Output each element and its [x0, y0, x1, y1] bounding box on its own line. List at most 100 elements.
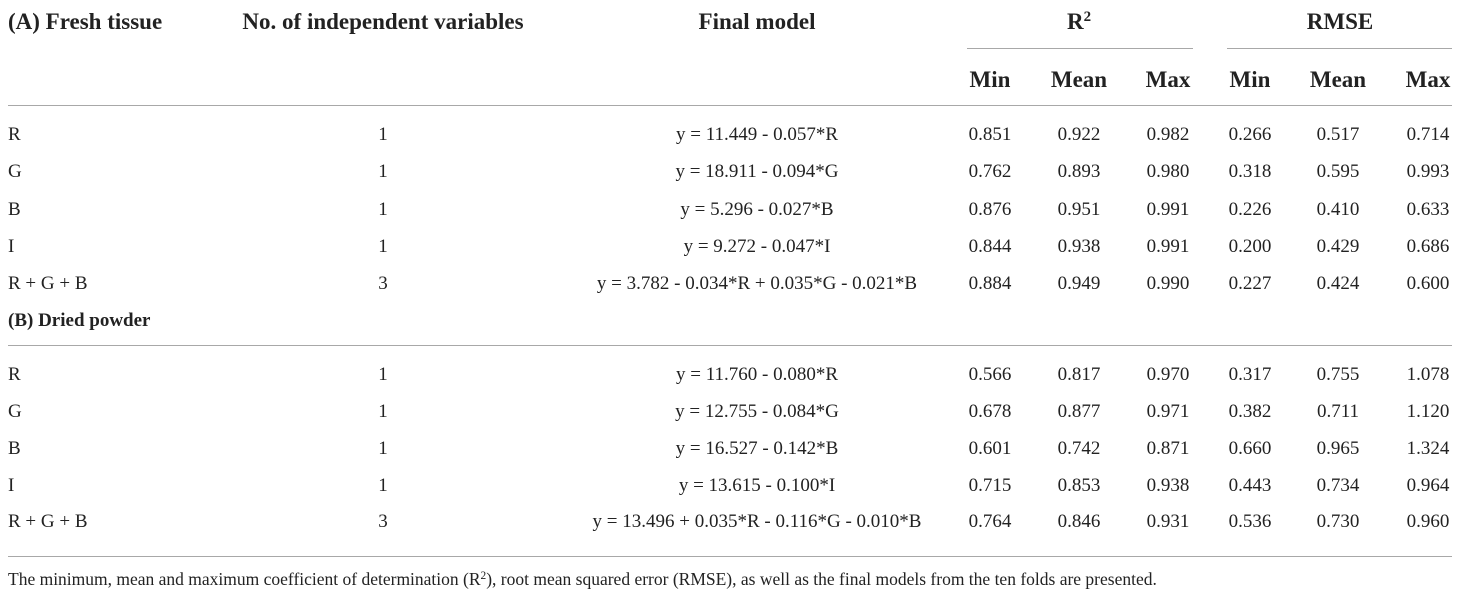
cell: 0.851 — [968, 124, 1012, 145]
cell: 1 — [378, 438, 388, 459]
column-header: No. of independent variables — [242, 9, 524, 34]
cell: 1.120 — [1406, 401, 1450, 422]
cell: 0.601 — [968, 438, 1012, 459]
cell: y = 12.755 - 0.084*G — [675, 401, 839, 422]
cell: 0.566 — [968, 364, 1012, 385]
cell: 0.742 — [1057, 438, 1101, 459]
cell: 0.990 — [1146, 273, 1190, 294]
cell: 0.517 — [1316, 124, 1360, 145]
sub-header: Max — [1405, 67, 1451, 92]
cell: 0.318 — [1228, 161, 1272, 182]
cell: 0.200 — [1228, 236, 1272, 257]
sub-header: Max — [1145, 67, 1191, 92]
cell: 0.844 — [968, 236, 1012, 257]
cell: 0.964 — [1406, 475, 1450, 496]
row-label: R + G + B — [8, 273, 88, 294]
rule — [8, 345, 1452, 346]
cell: 1 — [378, 236, 388, 257]
cell: 0.938 — [1146, 475, 1190, 496]
cell: 0.711 — [1316, 401, 1360, 422]
cell: 0.853 — [1057, 475, 1101, 496]
cell: 3 — [378, 273, 388, 294]
cell: 0.762 — [968, 161, 1012, 182]
cell: 1 — [378, 124, 388, 145]
cell: 1.078 — [1406, 364, 1450, 385]
cell: 0.991 — [1146, 199, 1190, 220]
cell: 0.678 — [968, 401, 1012, 422]
row-label: B — [8, 438, 21, 459]
cell: y = 3.782 - 0.034*R + 0.035*G - 0.021*B — [596, 273, 918, 294]
cell: 0.227 — [1228, 273, 1272, 294]
header-text: R — [1066, 9, 1084, 34]
sub-header: Min — [969, 67, 1011, 92]
cell: 0.443 — [1228, 475, 1272, 496]
row-label: R — [8, 364, 21, 385]
cell: 0.317 — [1228, 364, 1272, 385]
sub-header: Mean — [1309, 67, 1367, 92]
cell: 0.536 — [1228, 511, 1272, 532]
rule — [8, 556, 1452, 557]
cell: 1 — [378, 199, 388, 220]
footnote: The minimum, mean and maximum coefficien… — [8, 568, 1157, 590]
cell: 0.226 — [1228, 199, 1272, 220]
column-header: R2 — [1067, 9, 1091, 35]
column-header: RMSE — [1306, 9, 1374, 34]
cell: 0.846 — [1057, 511, 1101, 532]
cell: 0.424 — [1316, 273, 1360, 294]
row-label: I — [8, 236, 15, 257]
footnote-text: The minimum, mean and maximum coefficien… — [8, 569, 481, 589]
cell: y = 9.272 - 0.047*I — [683, 236, 831, 257]
cell: 3 — [378, 511, 388, 532]
row-label: B — [8, 199, 21, 220]
cell: y = 5.296 - 0.027*B — [680, 199, 834, 220]
cell: y = 11.449 - 0.057*R — [675, 124, 839, 145]
cell: 0.949 — [1057, 273, 1101, 294]
cell: 0.633 — [1406, 199, 1450, 220]
cell: 0.686 — [1406, 236, 1450, 257]
cell: 1.324 — [1406, 438, 1450, 459]
sub-header: Min — [1229, 67, 1271, 92]
section-title: (A) Fresh tissue — [8, 9, 163, 34]
cell: y = 11.760 - 0.080*R — [675, 364, 839, 385]
cell: 0.970 — [1146, 364, 1190, 385]
cell: 0.595 — [1316, 161, 1360, 182]
footnote-text: ), root mean squared error (RMSE), as we… — [486, 569, 1157, 589]
cell: 0.266 — [1228, 124, 1272, 145]
row-label: I — [8, 475, 15, 496]
cell: 0.817 — [1057, 364, 1101, 385]
cell: 0.951 — [1057, 199, 1101, 220]
section-title: (B) Dried powder — [8, 310, 151, 331]
cell: 0.660 — [1228, 438, 1272, 459]
cell: 0.382 — [1228, 401, 1272, 422]
cell: 0.982 — [1146, 124, 1190, 145]
group-rule — [967, 48, 1193, 49]
cell: 1 — [378, 364, 388, 385]
cell: 0.871 — [1146, 438, 1190, 459]
superscript: 2 — [1083, 8, 1092, 25]
row-label: G — [8, 161, 22, 182]
column-header: Final model — [698, 9, 816, 34]
cell: 1 — [378, 475, 388, 496]
row-label: R — [8, 124, 21, 145]
cell: 0.715 — [968, 475, 1012, 496]
cell: 0.876 — [968, 199, 1012, 220]
cell: 0.971 — [1146, 401, 1190, 422]
cell: 0.884 — [968, 273, 1012, 294]
cell: 0.410 — [1316, 199, 1360, 220]
cell: 0.714 — [1406, 124, 1450, 145]
cell: 0.877 — [1057, 401, 1101, 422]
cell: 0.730 — [1316, 511, 1360, 532]
superscript: 2 — [480, 569, 487, 582]
cell: 0.429 — [1316, 236, 1360, 257]
cell: 0.931 — [1146, 511, 1190, 532]
cell: 0.993 — [1406, 161, 1450, 182]
cell: y = 16.527 - 0.142*B — [675, 438, 839, 459]
cell: 0.960 — [1406, 511, 1450, 532]
row-label: R + G + B — [8, 511, 88, 532]
cell: 0.893 — [1057, 161, 1101, 182]
cell: 0.764 — [968, 511, 1012, 532]
cell: 0.734 — [1316, 475, 1360, 496]
cell: 0.755 — [1316, 364, 1360, 385]
cell: 1 — [378, 161, 388, 182]
